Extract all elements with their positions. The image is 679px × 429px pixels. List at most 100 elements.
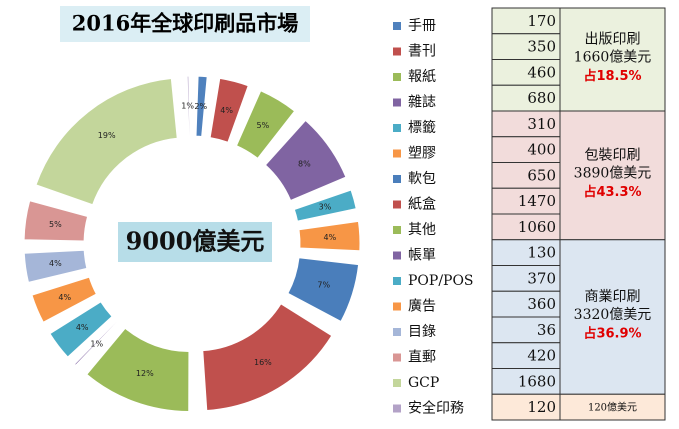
value-text: 36	[537, 321, 556, 339]
legend-swatch	[393, 124, 401, 132]
legend-swatch	[393, 175, 401, 183]
center-label: 9000億美元	[126, 227, 265, 256]
value-text: 1060	[518, 218, 556, 236]
legend-label: 報紙	[408, 69, 436, 85]
value-text: 120	[527, 398, 556, 416]
legend-label: 標籤	[408, 120, 436, 136]
legend-swatch	[393, 22, 401, 30]
value-cell	[491, 33, 561, 60]
slice-label: 5%	[257, 121, 270, 130]
legend-swatch	[393, 277, 401, 285]
value-text: 360	[527, 295, 556, 313]
legend-swatch	[393, 47, 401, 56]
value-text: 310	[527, 115, 556, 133]
value-cell	[491, 110, 561, 138]
donut-slice	[23, 249, 88, 283]
slice-label: 8%	[298, 159, 311, 168]
group-name: 出版印刷	[585, 32, 641, 48]
chart-title: 2016年全球印刷品市場	[72, 11, 298, 36]
legend-swatch	[393, 73, 401, 81]
legend-label: 書刊	[408, 44, 436, 60]
value-text: 650	[527, 166, 556, 184]
group-total: 120億美元	[588, 401, 637, 414]
donut-slice	[235, 90, 296, 160]
donut-slice	[287, 257, 360, 323]
legend-label: POP/POS	[408, 273, 474, 289]
value-text: 460	[527, 63, 556, 81]
legend-swatch	[393, 302, 401, 311]
donut-slice	[186, 75, 191, 137]
group-share: 占18.5%	[583, 68, 641, 84]
donut-slice	[23, 200, 89, 242]
legend-swatch	[393, 404, 401, 413]
legend-label: 軟包	[408, 171, 436, 187]
donut-slice	[73, 320, 118, 366]
value-text: 420	[527, 347, 556, 365]
slice-label: 4%	[76, 323, 89, 332]
slice-label: 7%	[317, 280, 330, 289]
slice-label: 1%	[90, 339, 103, 348]
legend-swatch	[393, 353, 401, 362]
group-name: 商業印刷	[585, 289, 641, 305]
value-text: 400	[527, 141, 556, 159]
value-text: 1680	[518, 372, 556, 390]
legend-label: 廣告	[408, 298, 436, 315]
value-cell	[491, 265, 561, 292]
donut-slice	[31, 276, 97, 323]
donut-slice	[298, 220, 361, 252]
slice-label: 4%	[58, 293, 71, 302]
legend-label: 紙盒	[408, 196, 436, 213]
slice-label: 19%	[98, 131, 116, 140]
legend-swatch	[393, 328, 401, 336]
group-cell	[559, 110, 666, 241]
group-total: 3890億美元	[574, 165, 652, 181]
group-name: 包裝印刷	[585, 147, 641, 163]
legend-label: 帳單	[408, 248, 436, 264]
group-total: 1660億美元	[574, 50, 652, 66]
value-text: 130	[527, 244, 556, 262]
value-cell	[491, 368, 561, 395]
value-cell	[491, 84, 561, 112]
group-cell	[559, 393, 666, 421]
donut-slice	[202, 303, 333, 412]
value-cell	[491, 290, 561, 318]
donut-slice	[264, 119, 347, 202]
slice-label: 4%	[220, 106, 233, 115]
title-box	[60, 6, 310, 42]
donut-slice	[86, 327, 190, 413]
value-cell	[491, 187, 561, 215]
donut-slice	[35, 77, 178, 206]
slice-label: 12%	[136, 369, 154, 378]
slice-label: 4%	[323, 233, 336, 242]
value-cell	[491, 59, 561, 86]
legend-swatch	[393, 251, 401, 260]
legend-label: 雜誌	[408, 95, 436, 111]
group-share: 占43.3%	[583, 184, 641, 200]
value-text: 1470	[518, 192, 556, 210]
value-cell	[491, 342, 561, 369]
group-share: 占36.9%	[583, 326, 641, 342]
donut-slice	[293, 189, 357, 222]
donut-slice	[195, 75, 208, 137]
legend-swatch	[393, 149, 401, 158]
legend-label: 直郵	[408, 349, 436, 366]
legend-swatch	[393, 379, 401, 387]
slice-label: 5%	[49, 220, 62, 229]
value-text: 350	[527, 38, 556, 56]
legend-swatch	[393, 98, 401, 107]
slice-label: 16%	[254, 358, 272, 367]
legend-label: 其他	[408, 222, 436, 238]
slice-label: 1%	[181, 102, 194, 111]
legend-label: 塑膠	[408, 146, 436, 162]
legend-label: GCP	[408, 375, 439, 391]
legend-swatch	[393, 226, 401, 234]
value-text: 370	[527, 269, 556, 287]
value-cell	[491, 393, 561, 421]
value-cell	[491, 239, 561, 266]
donut-slice	[49, 301, 113, 358]
center-box	[118, 222, 272, 262]
value-cell	[491, 162, 561, 189]
slice-label: 4%	[49, 259, 62, 268]
legend-label: 手冊	[408, 18, 436, 34]
